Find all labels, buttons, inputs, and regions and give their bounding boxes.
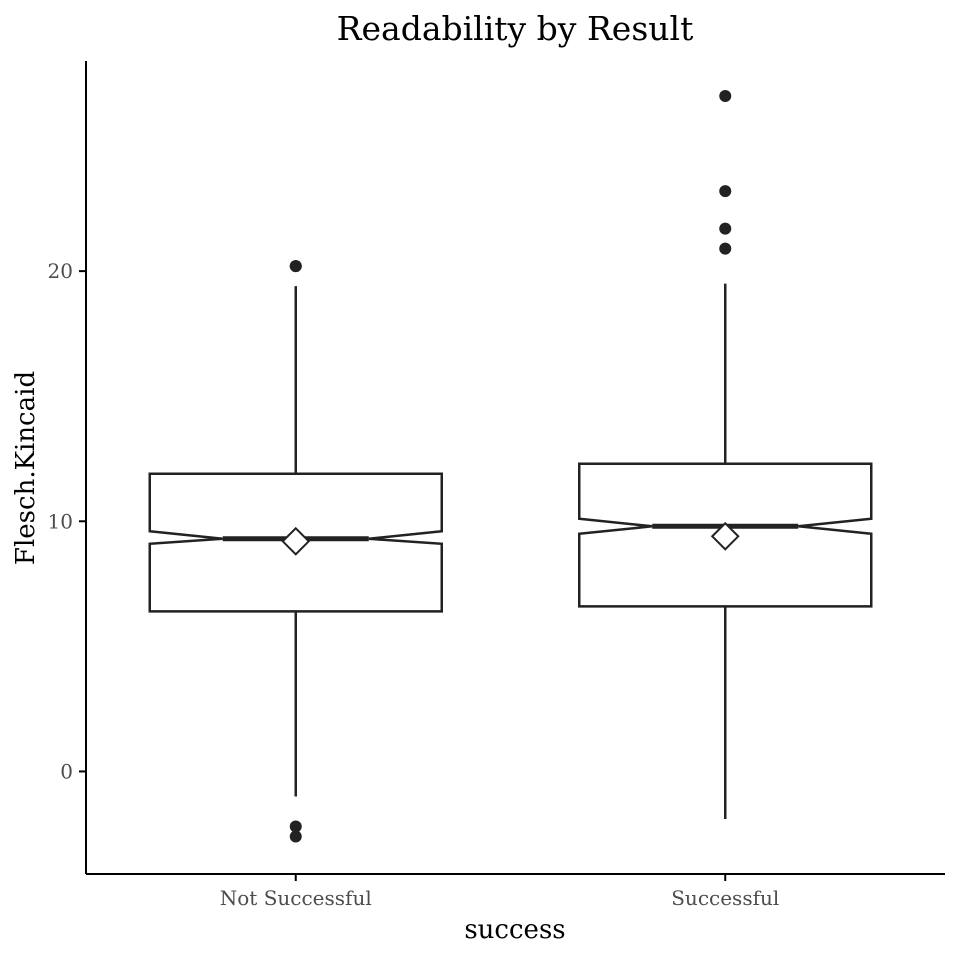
y-tick-label: 0	[60, 759, 73, 783]
x-axis-title: success	[464, 915, 565, 945]
mean-marker	[281, 526, 311, 556]
outlier-point	[289, 820, 302, 833]
y-tick-label: 10	[48, 509, 73, 533]
y-axis-ticks: 0 10 20	[48, 259, 86, 783]
outlier-point	[719, 185, 732, 198]
y-tick-label: 20	[48, 259, 73, 283]
outlier-point	[719, 222, 732, 235]
outlier-point	[719, 242, 732, 255]
outlier-point	[719, 90, 732, 103]
x-tick-label: Successful	[671, 886, 779, 910]
mean-marker	[710, 521, 740, 551]
box-group	[578, 90, 873, 819]
x-axis-ticks: Not Successful Successful	[220, 874, 779, 910]
box-group	[148, 260, 443, 843]
plot-area	[148, 90, 873, 843]
x-tick-label: Not Successful	[220, 886, 372, 910]
outlier-point	[289, 830, 302, 843]
outlier-point	[289, 260, 302, 273]
y-axis-title: Flesch.Kincaid	[11, 371, 41, 565]
chart-title: Readability by Result	[337, 9, 694, 48]
